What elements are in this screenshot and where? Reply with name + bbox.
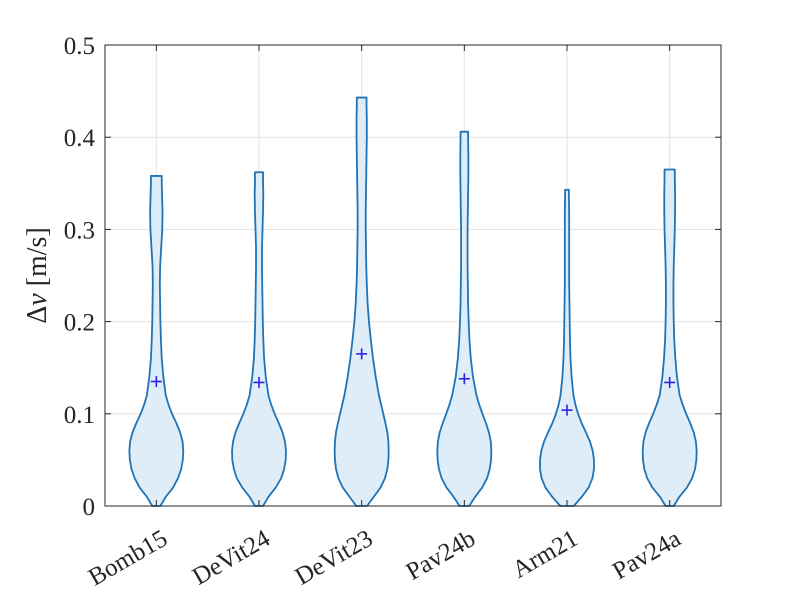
mean-marker-Bomb15 <box>150 376 162 388</box>
y-axis-label-unit: [m/s] <box>22 227 53 293</box>
mean-marker-Arm21 <box>561 404 573 416</box>
y-tick-label-3: 0.3 <box>64 217 95 244</box>
mean-marker-Pav24b <box>458 373 470 385</box>
violin-Bomb15 <box>128 175 185 507</box>
x-tick-label-DeVit24: DeVit24 <box>188 525 275 591</box>
mean-marker-DeVit23 <box>356 348 368 360</box>
grid-lines <box>105 44 721 507</box>
x-tick-label-Bomb15: Bomb15 <box>84 525 172 591</box>
x-tick-label-DeVit23: DeVit23 <box>291 525 378 591</box>
plot-frame <box>104 44 722 507</box>
violin-Pav24a <box>641 168 698 507</box>
violins <box>128 96 698 507</box>
x-tick-label-Pav24b: Pav24b <box>402 525 480 586</box>
axis-ticks <box>105 44 721 507</box>
y-tick-label-4: 0.4 <box>64 125 96 152</box>
y-tick-label-0: 0 <box>83 494 96 521</box>
y-axis-label-variable: v <box>22 293 53 306</box>
x-tick-label-Pav24a: Pav24a <box>608 525 685 585</box>
mean-marker-Pav24a <box>664 376 676 388</box>
violin-DeVit23 <box>333 96 390 507</box>
y-tick-label-2: 0.2 <box>64 310 95 337</box>
mean-marker-DeVit24 <box>253 376 265 388</box>
mean-markers <box>150 348 676 416</box>
violin-Pav24b <box>436 130 493 507</box>
y-axis-label: Δv [m/s] <box>22 227 53 324</box>
y-tick-label-5: 0.5 <box>64 33 95 60</box>
violin-DeVit24 <box>231 171 287 507</box>
y-axis-label-symbol: Δ <box>22 306 53 324</box>
x-tick-label-Arm21: Arm21 <box>508 525 583 584</box>
y-tick-label-1: 0.1 <box>64 402 95 429</box>
violin-Arm21 <box>539 188 595 507</box>
